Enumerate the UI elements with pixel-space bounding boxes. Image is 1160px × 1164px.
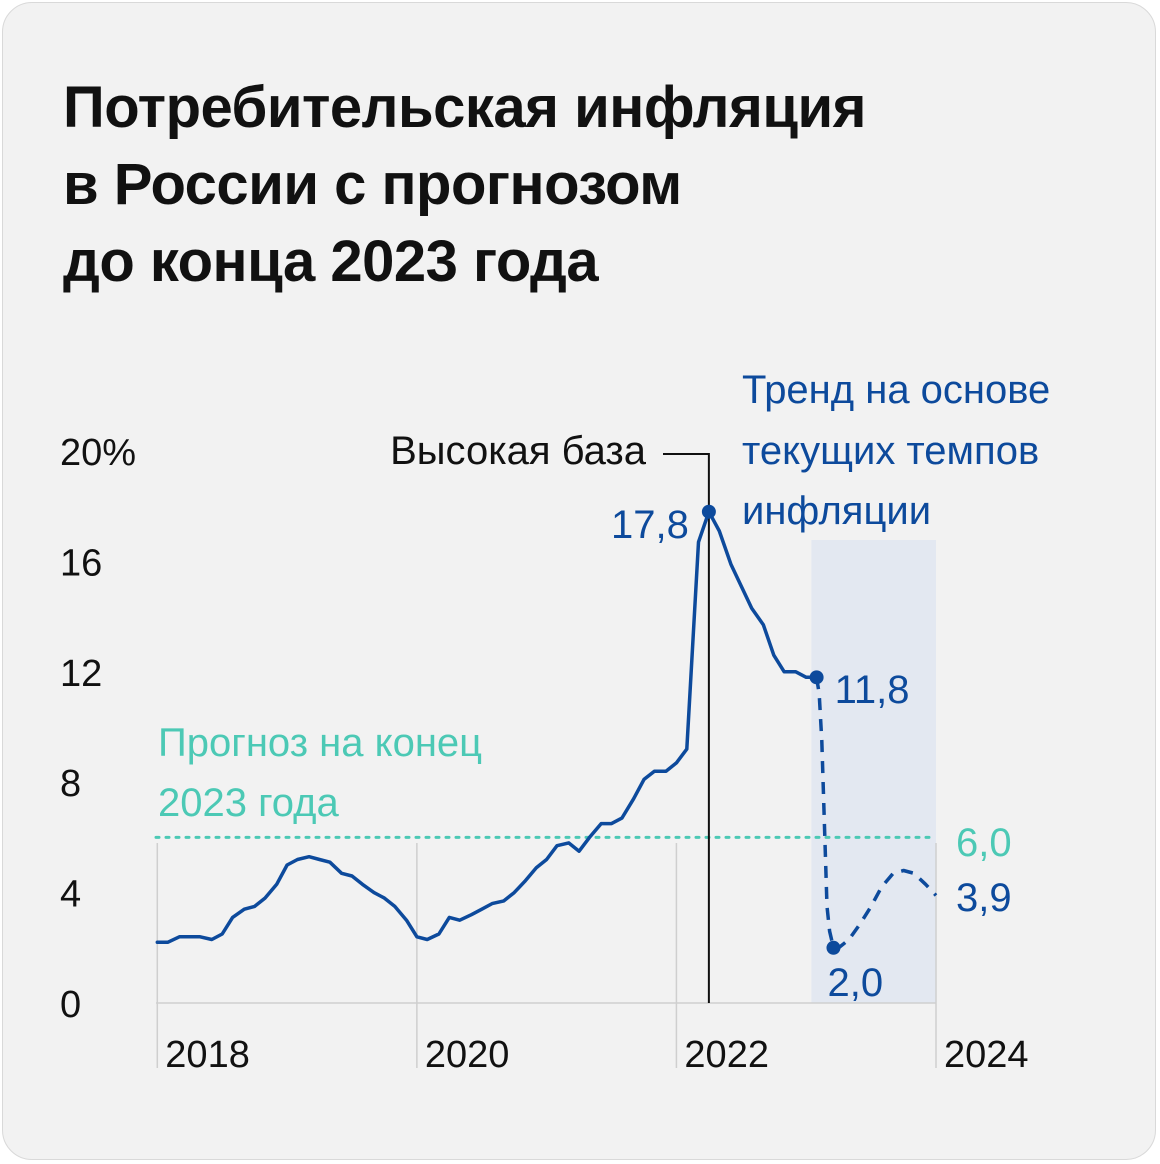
x-tick-label-2024: 2024	[944, 1034, 1029, 1076]
y-tick-label-20: 20%	[60, 432, 136, 474]
peak-point	[701, 504, 716, 519]
series-trend-line	[814, 677, 938, 950]
y-tick-label-8: 8	[60, 763, 81, 805]
trend-note-line-1: Тренд на основе	[742, 368, 1050, 412]
target-note-line-2: 2023 года	[158, 781, 340, 825]
forecast-band	[811, 540, 936, 1003]
last-actual-value-label: 11,8	[835, 668, 910, 712]
title-line-1: Потребительская инфляция	[63, 75, 866, 140]
title-line-3: до конца 2023 года	[63, 229, 599, 294]
y-tick-label-4: 4	[60, 874, 81, 916]
y-tick-label-12: 12	[60, 653, 102, 695]
trend-min-value-label: 2,0	[827, 961, 883, 1005]
high-base-leader	[663, 453, 710, 1003]
x-tick-label-2022: 2022	[684, 1034, 769, 1076]
last-actual-point	[809, 670, 824, 685]
high-base-note: Высокая база	[390, 429, 647, 473]
trend-end-value-label: 3,9	[956, 876, 1012, 920]
y-tick-label-16: 16	[60, 542, 102, 584]
peak-value-label: 17,8	[611, 503, 689, 547]
x-tick-label-2018: 2018	[165, 1034, 250, 1076]
y-tick-label-0: 0	[60, 984, 81, 1026]
chart-title: Потребительская инфляция в России с прог…	[63, 69, 1103, 300]
target-value-label: 6,0	[956, 821, 1012, 865]
trend-note-line-3: инфляции	[742, 489, 931, 533]
trend-note-line-2: текущих темпов	[742, 429, 1039, 473]
title-line-2: в России с прогнозом	[63, 152, 682, 217]
trend-min-point	[826, 940, 841, 955]
x-tick-label-2020: 2020	[425, 1034, 510, 1076]
target-note-line-1: Прогноз на конец	[158, 721, 482, 765]
